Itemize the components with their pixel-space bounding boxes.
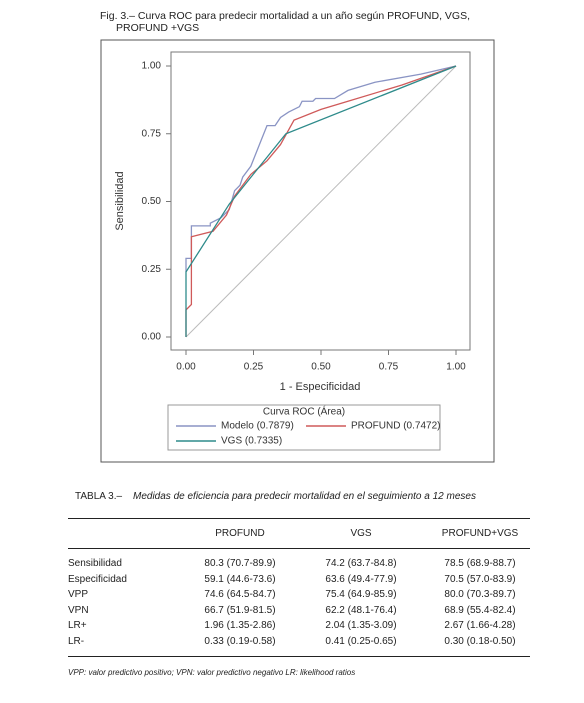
y-tick-label: 0.00 [142, 332, 162, 343]
table-cell: 62.2 (48.1-76.4) [325, 604, 397, 616]
column-header: PROFUND [215, 528, 265, 539]
legend-label: VGS (0.7335) [221, 436, 282, 447]
table-footnote: VPP: valor predictivo positivo; VPN: val… [68, 668, 356, 677]
rule [68, 656, 530, 657]
table-cell: 59.1 (44.6-73.6) [204, 573, 276, 585]
table-cell: 0.41 (0.25-0.65) [325, 636, 397, 647]
figure-frame [100, 39, 495, 463]
roc-curve [185, 65, 457, 337]
row-label: Especificidad [68, 573, 127, 585]
legend-box [167, 404, 441, 451]
legend-label: Modelo (0.7879) [221, 421, 294, 432]
table-cell: 70.5 (57.0-83.9) [444, 573, 516, 585]
row-label: Sensibilidad [68, 558, 122, 569]
y-tick-label: 0.25 [142, 264, 162, 275]
table-title: Medidas de eficiencia para predecir mort… [133, 491, 476, 502]
table-cell: 1.96 (1.35-2.86) [204, 620, 276, 632]
x-axis-label: 1 - Especificidad [280, 381, 361, 393]
column-header: PROFUND+VGS [441, 528, 519, 539]
row-label: LR- [68, 636, 85, 647]
roc-curve [185, 65, 457, 337]
table-cell: 74.2 (63.7-84.8) [325, 558, 397, 569]
legend-label: PROFUND (0.7472) [351, 421, 440, 432]
table-cell: 78.5 (68.9-88.7) [444, 558, 516, 569]
roc-curve [185, 65, 457, 272]
x-tick-label: 0.25 [244, 362, 264, 373]
table-cell: 74.6 (64.5-84.7) [204, 589, 276, 601]
column-header: VGS [350, 528, 372, 539]
figure-caption: Fig. 3.– Curva ROC para predecir mortali… [100, 10, 470, 34]
table-cell: 0.33 (0.19-0.58) [204, 636, 276, 647]
reference-line [185, 65, 457, 338]
rule [68, 518, 530, 519]
chart: 1 - Especificidad Sensibilidad Curva ROC… [100, 39, 495, 463]
x-tick-label: 0.00 [176, 362, 196, 373]
table-cell: 2.67 (1.66-4.28) [444, 620, 516, 632]
table-cell: 80.0 (70.3-89.7) [444, 589, 516, 601]
table-cell: 0.30 (0.18-0.50) [444, 636, 516, 647]
legend-title: Curva ROC (Área) [263, 405, 345, 418]
table-label: TABLA 3.– [75, 491, 123, 502]
x-tick-label: 0.50 [311, 362, 331, 373]
table-cell: 75.4 (64.9-85.9) [325, 589, 397, 601]
row-label: VPP [68, 589, 89, 601]
y-tick-label: 0.75 [142, 128, 162, 139]
table-cell: 68.9 (55.4-82.4) [444, 604, 516, 616]
x-tick-label: 0.75 [379, 362, 399, 373]
y-tick-label: 1.00 [142, 61, 162, 72]
table-cell: 2.04 (1.35-3.09) [325, 620, 397, 632]
y-axis-label: Sensibilidad [114, 171, 126, 230]
table-cell: 80.3 (70.7-89.9) [204, 558, 276, 569]
rule [68, 548, 530, 549]
row-label: VPN [68, 604, 89, 616]
table-cell: 63.6 (49.4-77.9) [325, 573, 397, 585]
row-label: LR+ [68, 620, 87, 632]
x-tick-label: 1.00 [446, 362, 466, 373]
y-tick-label: 0.50 [142, 196, 162, 207]
table-cell: 66.7 (51.9-81.5) [204, 604, 276, 616]
